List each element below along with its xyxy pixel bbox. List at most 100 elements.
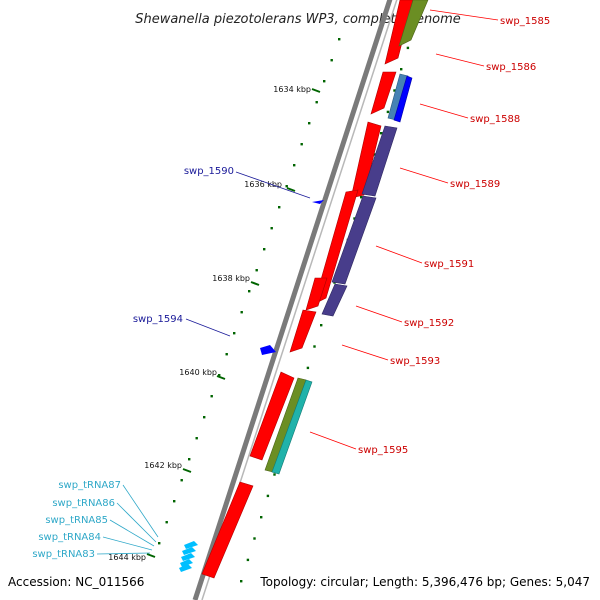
tick-label: 1638 kbp [212, 274, 250, 283]
guide-dot [255, 269, 258, 272]
inner-guide-dots [158, 38, 341, 545]
tick-label: 1640 kbp [179, 368, 217, 377]
outer-label-lines [309, 9, 499, 450]
inner-label-lines [185, 171, 311, 337]
guide-dot [278, 206, 281, 209]
tick-mark [250, 281, 260, 286]
cds-block [370, 71, 397, 115]
gene-label: swp_1595 [358, 445, 408, 456]
guide-dot [353, 217, 356, 220]
small-gene-arrow [260, 345, 276, 355]
tick-label: 1636 kbp [244, 180, 282, 189]
guide-dot [386, 110, 390, 114]
guide-dot [195, 437, 198, 440]
cds-block [201, 481, 254, 579]
cds-block [384, 0, 414, 65]
purple-block [361, 125, 398, 197]
guide-dot [270, 227, 273, 230]
guide-dot [313, 345, 316, 348]
guide-dot [246, 558, 250, 562]
tick-label: 1642 kbp [144, 461, 182, 470]
trna-label: swp_tRNA86 [52, 498, 115, 509]
guide-dot [260, 516, 263, 519]
guide-dot [173, 500, 176, 503]
inner-gene-labels: swp_1590 swp_1594 [133, 166, 234, 325]
accession-text: Accession: NC_011566 [8, 575, 144, 589]
guide-dot [188, 458, 191, 461]
trna-label: swp_tRNA87 [58, 480, 121, 491]
cyan-block [271, 379, 313, 475]
guide-dot [320, 324, 323, 327]
gene-label: swp_1593 [390, 356, 440, 367]
guide-dot [248, 290, 251, 293]
guide-dot [165, 521, 168, 524]
feature-blocks [179, 0, 429, 579]
guide-dot [203, 416, 206, 419]
guide-dot [225, 353, 228, 356]
guide-dot [263, 248, 266, 251]
guide-dot [306, 366, 310, 370]
guide-dot [406, 46, 410, 50]
trna-label: swp_tRNA84 [38, 532, 101, 543]
cds-block [305, 277, 328, 311]
tick-label: 1634 kbp [273, 85, 311, 94]
trna-label: swp_tRNA83 [32, 549, 95, 560]
small-gene-arrow [312, 200, 324, 204]
gene-label: swp_1590 [184, 166, 234, 177]
cds-block [249, 371, 295, 461]
guide-dot [315, 101, 318, 104]
guide-dot [330, 59, 333, 62]
blue-block [393, 75, 413, 123]
cds-block [289, 309, 317, 353]
guide-dot [400, 68, 403, 71]
guide-dot [293, 164, 296, 167]
outer-gene-labels: swp_1585 swp_1586 swp_1588 swp_1589 swp_… [358, 16, 550, 456]
gene-label: swp_1586 [486, 62, 536, 73]
guide-dot [266, 494, 270, 498]
trna-labels: swp_tRNA87 swp_tRNA86 swp_tRNA85 swp_tRN… [32, 480, 121, 560]
olive-block [398, 0, 429, 47]
guide-dot [218, 374, 221, 377]
tick-mark [146, 553, 156, 558]
guide-dot [210, 395, 213, 398]
guide-dot [360, 196, 363, 199]
guide-dot [308, 122, 311, 125]
guide-dot [300, 143, 303, 146]
guide-dot [393, 89, 396, 92]
guide-dot [323, 80, 326, 83]
guide-dot [158, 542, 161, 545]
guide-dot [373, 153, 376, 156]
trna-chevrons [179, 541, 198, 572]
scale-ticks: 1634 kbp 1636 kbp 1638 kbp 1640 kbp 1642… [108, 85, 321, 562]
tick-mark [216, 375, 226, 380]
tick-mark [182, 468, 192, 473]
topology-summary: Topology: circular; Length: 5,396,476 bp… [259, 575, 590, 589]
gene-label: swp_1585 [500, 16, 550, 27]
guide-dot [273, 473, 276, 476]
guide-dot [180, 479, 183, 482]
cds-block [350, 121, 382, 199]
guide-dot [253, 537, 256, 540]
gene-label: swp_1592 [404, 318, 454, 329]
purple-block [321, 283, 348, 317]
cds-block [313, 189, 359, 305]
gene-label: swp_1589 [450, 179, 500, 190]
guide-dot [338, 38, 341, 41]
gene-label: swp_1588 [470, 114, 520, 125]
trna-label: swp_tRNA85 [45, 515, 108, 526]
purple-block [331, 195, 377, 285]
tick-mark [311, 88, 321, 93]
gene-label: swp_1594 [133, 314, 183, 325]
map-title: Shewanella piezotolerans WP3, complete g… [135, 12, 461, 27]
guide-dot [285, 185, 288, 188]
guide-dot [233, 332, 236, 335]
guide-dot [240, 311, 243, 314]
tick-mark [286, 187, 296, 192]
trna-label-lines [96, 484, 159, 555]
tick-label: 1644 kbp [108, 553, 146, 562]
guide-dot [240, 580, 243, 583]
guide-dot [380, 132, 383, 135]
gene-label: swp_1591 [424, 259, 474, 270]
